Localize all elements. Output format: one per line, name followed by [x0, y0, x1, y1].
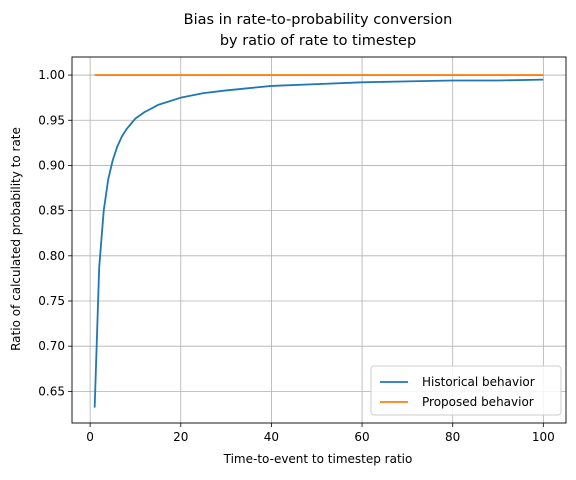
- chart-title-line-1: Bias in rate-to-probability conversion: [184, 12, 453, 28]
- x-tick-label: 40: [264, 430, 279, 444]
- legend-box: [370, 365, 562, 416]
- x-axis-label: Time-to-event to timestep ratio: [223, 452, 413, 466]
- x-tick-label: 20: [173, 430, 188, 444]
- y-tick-label: 0.95: [38, 113, 65, 127]
- x-tick-label: 0: [86, 430, 94, 444]
- x-tick-label: 80: [445, 430, 460, 444]
- y-tick-label: 0.90: [38, 158, 65, 172]
- chart-title-line-2: by ratio of rate to timestep: [220, 33, 416, 49]
- historical-behavior-line: [93, 78, 544, 408]
- series-layer: [93, 74, 544, 408]
- y-tick-label: 0.80: [38, 249, 65, 263]
- y-axis-label: Ratio of calculated probability to rate: [9, 127, 23, 351]
- plot-frame: [71, 56, 567, 424]
- y-tick-label: 0.75: [38, 294, 65, 308]
- x-tick-label: 100: [532, 430, 555, 444]
- y-tick-label: 1.00: [38, 68, 65, 82]
- x-tick-label: 60: [354, 430, 369, 444]
- legend-label-proposed: Proposed behavior: [422, 395, 534, 409]
- legend: Historical behavior Proposed behavior: [370, 365, 562, 416]
- legend-label-historical: Historical behavior: [422, 375, 535, 389]
- tick-layer: 0 20 40 60 80 100 0.65 0.70 0.75 0.80 0.85 0.90 0.95…: [38, 68, 555, 444]
- y-tick-label: 0.65: [38, 384, 65, 398]
- y-tick-label: 0.70: [38, 339, 65, 353]
- y-tick-label: 0.85: [38, 204, 65, 218]
